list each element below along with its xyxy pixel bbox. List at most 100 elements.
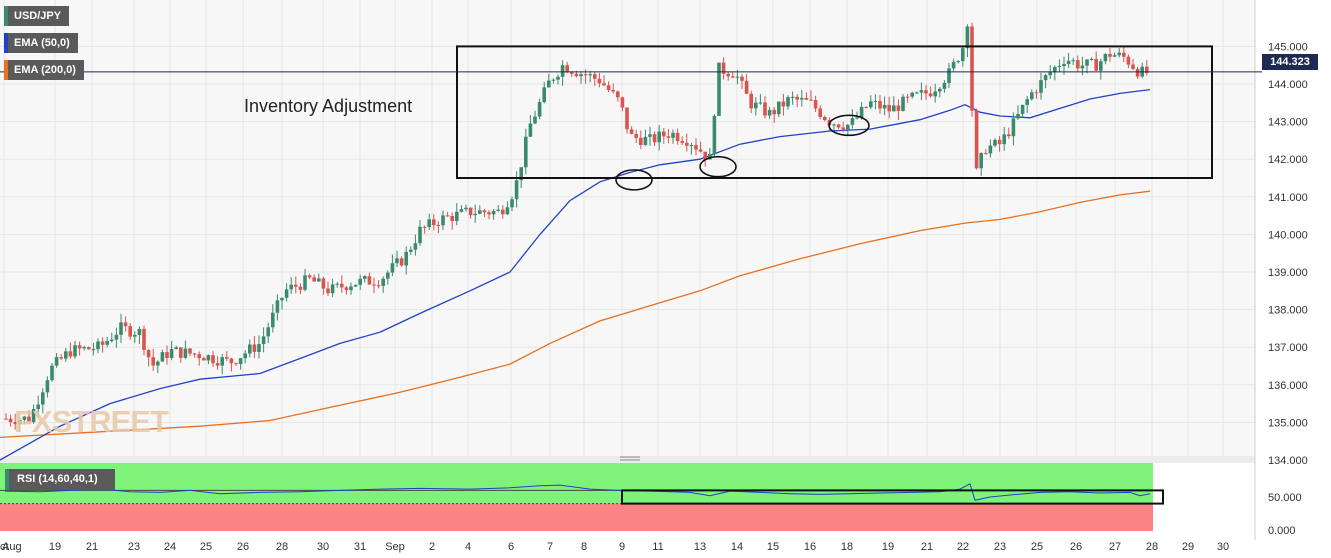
candle-body bbox=[933, 91, 937, 97]
candle-body bbox=[616, 91, 620, 98]
candle-body bbox=[942, 82, 947, 89]
candle-body bbox=[620, 97, 625, 108]
candle-body bbox=[790, 96, 795, 98]
x-tick-label: 23 bbox=[128, 541, 140, 553]
candle-body bbox=[993, 139, 997, 146]
candle-body bbox=[36, 404, 40, 410]
candle-body bbox=[887, 104, 891, 112]
candle-body bbox=[436, 225, 441, 227]
candle-body bbox=[22, 416, 27, 420]
candle-body bbox=[27, 416, 31, 423]
candle-body bbox=[698, 149, 703, 152]
candle-body bbox=[252, 344, 257, 352]
candle-body bbox=[528, 123, 533, 137]
candle-body bbox=[938, 88, 942, 92]
candle-body bbox=[519, 167, 523, 181]
candle-body bbox=[473, 213, 477, 216]
candle-body bbox=[1094, 58, 1098, 71]
candle-body bbox=[478, 210, 482, 214]
rsi-tick-label: 0.000 bbox=[1268, 525, 1296, 537]
candle-body bbox=[726, 73, 730, 77]
candle-body bbox=[924, 90, 928, 94]
support-ellipse bbox=[615, 169, 653, 191]
x-tick-label: 19 bbox=[49, 541, 61, 553]
ema50-path bbox=[0, 88, 1151, 461]
y-tick-label: 135.000 bbox=[1268, 417, 1308, 429]
candle-body bbox=[524, 136, 528, 168]
candle-body bbox=[59, 357, 63, 359]
candle-body bbox=[740, 76, 744, 81]
candle-body bbox=[1085, 59, 1089, 66]
legend-rsi-label: RSI (14,60,40,1) bbox=[17, 473, 98, 485]
candle-body bbox=[731, 76, 735, 78]
support-ellipse bbox=[699, 155, 737, 178]
x-tick-label: 9 bbox=[619, 541, 625, 553]
candle-body bbox=[910, 92, 914, 97]
candle-body bbox=[271, 312, 275, 328]
x-tick-label: 24 bbox=[164, 541, 176, 553]
legend-rsi[interactable]: RSI (14,60,40,1) bbox=[5, 469, 115, 490]
candle-body bbox=[261, 336, 266, 345]
candle-body bbox=[160, 352, 165, 362]
candle-body bbox=[45, 380, 50, 393]
x-tick-label: 26 bbox=[1070, 541, 1082, 553]
candle-body bbox=[873, 101, 878, 103]
watermark-logo: FXSTREET bbox=[14, 404, 169, 439]
candle-body bbox=[859, 106, 864, 118]
candle-body bbox=[919, 90, 924, 93]
candle-body bbox=[41, 392, 45, 405]
candle-body bbox=[349, 286, 353, 291]
price-pane-bg bbox=[0, 0, 1255, 456]
x-tick-label: 30 bbox=[317, 541, 329, 553]
candle-body bbox=[744, 80, 749, 94]
x-tick-label: 11 bbox=[652, 541, 663, 553]
candle-body bbox=[758, 102, 763, 104]
candle-body bbox=[510, 199, 514, 208]
candle-body bbox=[459, 209, 464, 212]
candle-body bbox=[110, 339, 114, 342]
candle-body bbox=[666, 136, 671, 138]
x-tick-label: 21 bbox=[921, 541, 933, 553]
candle-body bbox=[372, 284, 376, 286]
candle-body bbox=[220, 357, 224, 366]
candle-body bbox=[496, 209, 500, 211]
candle-body bbox=[947, 68, 951, 83]
legend-symbol[interactable]: USD/JPY bbox=[4, 6, 70, 26]
price-axis-bg bbox=[1255, 0, 1331, 558]
candle-body bbox=[1122, 52, 1126, 57]
x-tick-label: 23 bbox=[994, 541, 1006, 553]
candle-body bbox=[468, 207, 473, 216]
candle-body bbox=[984, 153, 988, 155]
candle-body bbox=[905, 96, 910, 98]
candle-body bbox=[892, 105, 896, 112]
candle-body bbox=[119, 322, 123, 335]
candle-body bbox=[652, 134, 657, 143]
y-tick-label: 139.000 bbox=[1268, 267, 1308, 279]
candle-body bbox=[298, 286, 303, 290]
candle-body bbox=[800, 97, 804, 100]
x-tick-label: 31 bbox=[354, 541, 366, 553]
candle-body bbox=[418, 226, 422, 244]
candle-body bbox=[611, 89, 615, 92]
candle-body bbox=[708, 154, 712, 160]
legend-ema50[interactable]: EMA (50,0) bbox=[4, 33, 78, 53]
candle-body bbox=[422, 226, 427, 228]
candle-body bbox=[951, 61, 956, 69]
candle-body bbox=[597, 78, 602, 84]
x-tick-label: 30 bbox=[1217, 541, 1229, 553]
candle-body bbox=[869, 101, 873, 108]
candle-body bbox=[602, 83, 606, 86]
candle-body bbox=[197, 354, 201, 359]
legend-ema200[interactable]: EMA (200,0) bbox=[4, 60, 84, 80]
candle-body bbox=[896, 105, 901, 111]
candle-body bbox=[639, 137, 643, 146]
candle-body bbox=[988, 145, 993, 154]
candle-body bbox=[234, 363, 238, 365]
annotation-text: Inventory Adjustment bbox=[244, 96, 413, 116]
x-tick-label: 29 bbox=[1182, 541, 1194, 553]
candle-body bbox=[491, 210, 496, 215]
rsi-range-box bbox=[621, 489, 1164, 505]
x-tick-label: 25 bbox=[1031, 541, 1043, 553]
candle-body bbox=[386, 272, 390, 279]
